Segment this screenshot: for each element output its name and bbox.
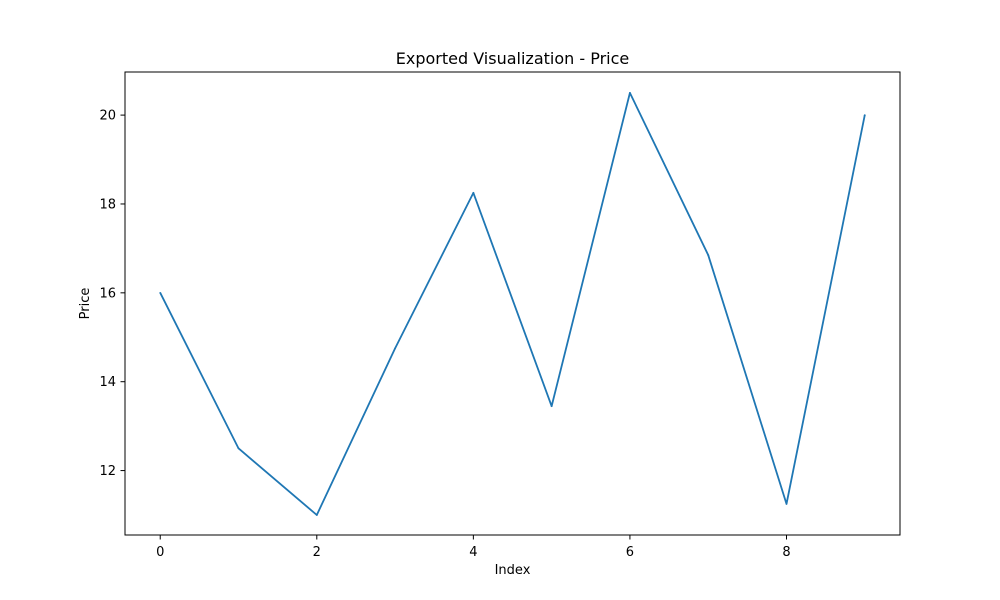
plot-frame <box>124 71 901 536</box>
data-point <box>863 114 866 116</box>
data-point <box>785 503 788 505</box>
y-tick-label: 20 <box>99 109 116 124</box>
y-tick-label: 18 <box>99 197 116 212</box>
data-point <box>472 191 475 194</box>
y-axis-ticks: 12 14 16 18 20 <box>99 109 125 479</box>
series-layer <box>159 91 866 516</box>
y-tick-label: 12 <box>99 464 116 479</box>
chart-title: Exported Visualization - Price <box>396 49 630 68</box>
x-tick-label: 0 <box>156 545 164 560</box>
data-point <box>315 514 318 516</box>
x-tick-label: 8 <box>782 545 790 560</box>
x-axis-ticks: 0 2 4 6 8 <box>156 535 791 560</box>
y-tick-label: 16 <box>99 286 116 301</box>
data-point <box>237 447 240 450</box>
data-point <box>159 291 162 294</box>
x-tick-label: 6 <box>626 545 634 560</box>
data-point <box>707 254 710 256</box>
data-point <box>550 405 553 408</box>
y-axis-label: Price <box>78 288 93 320</box>
x-tick-label: 4 <box>469 545 477 560</box>
y-tick-label: 14 <box>99 375 116 390</box>
data-point <box>629 91 631 94</box>
plot-area <box>125 72 900 535</box>
series-line-0 <box>159 91 866 516</box>
x-tick-label: 2 <box>313 545 321 560</box>
data-point <box>394 347 396 350</box>
x-axis-label: Index <box>495 563 531 578</box>
